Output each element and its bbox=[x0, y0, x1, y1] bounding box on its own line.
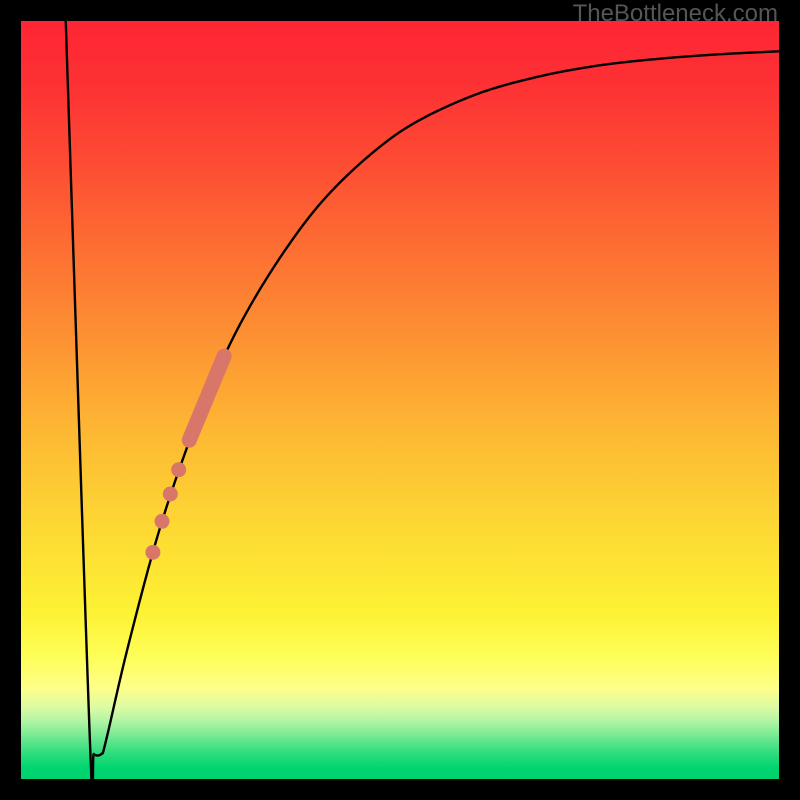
plot-svg bbox=[21, 21, 779, 779]
highlight-dot bbox=[145, 545, 160, 560]
plot-area bbox=[21, 21, 779, 779]
watermark-text: TheBottleneck.com bbox=[573, 0, 778, 28]
gradient-background bbox=[21, 21, 779, 779]
highlight-dot bbox=[163, 486, 178, 501]
highlight-dot bbox=[154, 514, 169, 529]
highlight-dot bbox=[171, 462, 186, 477]
chart-frame: TheBottleneck.com bbox=[0, 0, 800, 800]
